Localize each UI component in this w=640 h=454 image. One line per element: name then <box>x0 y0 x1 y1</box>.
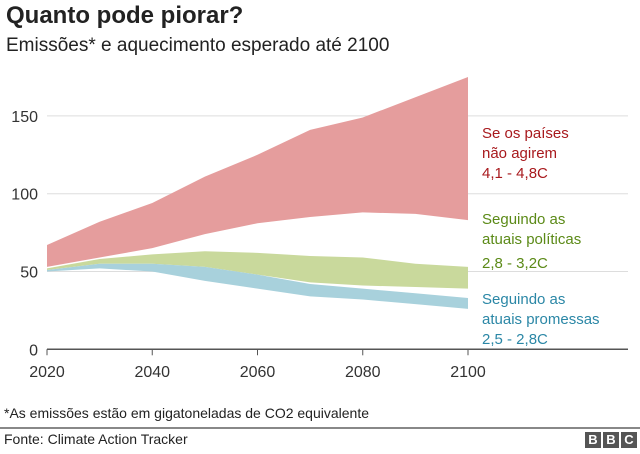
band-pledges <box>47 263 468 309</box>
y-tick-label: 50 <box>20 265 38 282</box>
source: Fonte: Climate Action Tracker <box>4 431 188 447</box>
chart-subtitle: Emissões* e aquecimento esperado até 210… <box>6 35 390 56</box>
label-no-action: Se os países não agirem 4,1 - 4,8C <box>482 124 569 184</box>
label-policies: Seguindo as atuais políticas 2,8 - 3,2C <box>482 210 581 274</box>
divider <box>0 427 640 429</box>
label-line: Seguindo as <box>482 211 566 228</box>
label-line: atuais políticas <box>482 231 582 248</box>
footnote: *As emissões estão em gigatoneladas de C… <box>4 405 369 421</box>
x-tick-label: 2100 <box>450 364 486 381</box>
band-policies <box>47 251 468 289</box>
x-tick-label: 2060 <box>240 364 276 381</box>
x-tick-label: 2020 <box>29 364 65 381</box>
logo-letter: C <box>621 432 637 448</box>
y-tick-label: 100 <box>11 187 38 204</box>
chart-area: 0 50 100 150 2020 2040 2060 2080 2100 <box>11 77 628 381</box>
y-tick-label: 150 <box>11 109 38 126</box>
label-line: Seguindo as <box>482 291 566 308</box>
label-pledges: Seguindo as atuais promessas 2,5 - 2,8C <box>482 290 600 350</box>
label-line: Se os países <box>482 125 569 142</box>
logo-letter: B <box>603 432 619 448</box>
x-tick-label: 2080 <box>345 364 381 381</box>
label-line: 2,8 - 3,2C <box>482 255 548 272</box>
band-no_action <box>47 77 468 267</box>
y-tick-label: 0 <box>29 342 38 359</box>
label-line: atuais promessas <box>482 311 600 328</box>
label-line: 2,5 - 2,8C <box>482 331 548 348</box>
label-line: não agirem <box>482 145 558 162</box>
chart-title: Quanto pode piorar? <box>6 2 244 29</box>
x-tick-label: 2040 <box>134 364 170 381</box>
logo-letter: B <box>585 432 601 448</box>
label-line: 4,1 - 4,8C <box>482 165 548 182</box>
